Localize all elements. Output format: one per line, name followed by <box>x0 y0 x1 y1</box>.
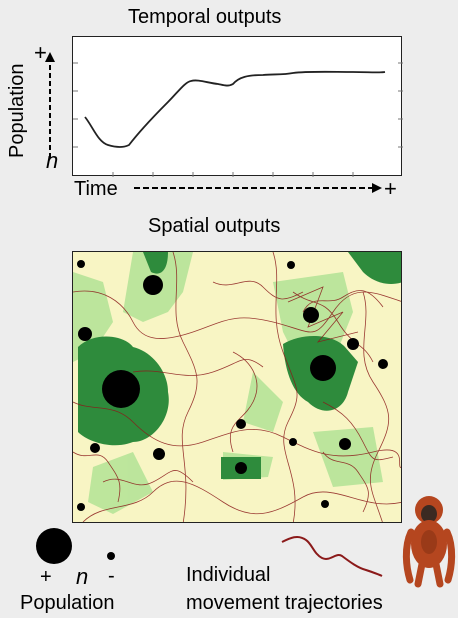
trajectory-label-line2: movement trajectories <box>186 592 383 614</box>
population-dot <box>303 307 319 323</box>
population-line-chart <box>73 62 403 177</box>
trajectory-line-icon <box>281 535 383 577</box>
population-dot <box>378 359 388 369</box>
orangutan-icon <box>402 496 456 588</box>
x-axis-arrow <box>134 183 382 193</box>
legend-n-symbol: n <box>76 564 89 589</box>
legend-plus-symbol: + <box>40 566 52 588</box>
x-axis-label: Time <box>74 178 118 200</box>
population-dot <box>77 503 85 511</box>
trajectory-label-line1: Individual <box>186 564 271 586</box>
population-dot-large <box>102 370 140 408</box>
population-dot <box>153 448 165 460</box>
population-dot <box>289 438 297 446</box>
population-dot <box>310 355 336 381</box>
x-axis-max-symbol: + <box>384 176 397 201</box>
population-dot <box>235 462 247 474</box>
population-dot <box>143 275 163 295</box>
y-axis-max-symbol: + <box>34 40 47 65</box>
temporal-title: Temporal outputs <box>128 6 282 28</box>
population-dot <box>339 438 351 450</box>
population-dot <box>78 327 92 341</box>
habitat-map <box>73 252 401 522</box>
spatial-title: Spatial outputs <box>148 215 281 237</box>
population-dot <box>321 500 329 508</box>
legend-large-dot <box>36 528 72 564</box>
y-axis-label: Population <box>6 63 28 158</box>
population-dot <box>347 338 359 350</box>
legend-small-dot <box>107 552 115 560</box>
population-dot <box>90 443 100 453</box>
spatial-map <box>72 251 402 523</box>
temporal-plot <box>72 36 403 177</box>
population-dot <box>236 419 246 429</box>
population-curve <box>84 70 386 148</box>
y-axis-arrow <box>45 52 55 158</box>
population-dot <box>77 260 85 268</box>
population-legend-label: Population <box>20 592 115 614</box>
population-dot <box>287 261 295 269</box>
legend-minus-symbol: - <box>108 565 115 587</box>
